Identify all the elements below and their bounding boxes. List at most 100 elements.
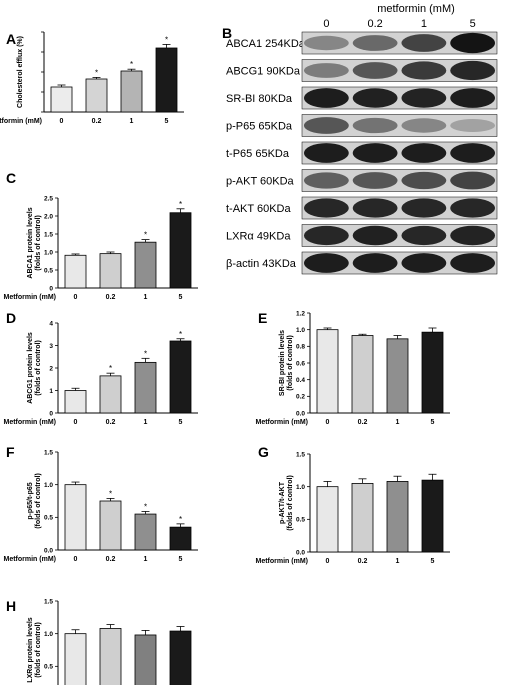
panel-letter: C	[6, 170, 16, 186]
blot-band	[303, 198, 349, 218]
y-tick-label: 4	[49, 320, 53, 327]
category-label: 0.2	[358, 419, 368, 426]
blot-band	[352, 88, 398, 108]
x-axis-label: Metformin (mM)	[256, 558, 309, 565]
lane-label: 1	[421, 18, 427, 30]
bar	[64, 390, 87, 414]
y-tick-label: 0.5	[44, 515, 53, 522]
y-tick-label: 0.5	[44, 664, 53, 671]
blot-band	[401, 143, 447, 163]
category-label: 5	[179, 419, 183, 426]
x-axis-label: Metformin (mM)	[4, 294, 57, 301]
y-axis-label-line: ABCA1 protein levels	[27, 207, 34, 278]
bar	[85, 78, 108, 113]
y-tick-label: 1.5	[296, 451, 305, 458]
y-tick-label: 0.5	[296, 517, 305, 524]
blot-band	[303, 88, 349, 108]
blot-row-label: t-P65 65KDa	[226, 148, 290, 160]
y-axis-label-line: (folds of control)	[35, 340, 42, 396]
category-label: 0	[74, 294, 78, 301]
y-tick-label: 1.5	[44, 231, 53, 238]
blot-strip	[301, 31, 498, 55]
blot-strip	[301, 196, 498, 220]
blot-band	[352, 117, 398, 134]
blot-band	[303, 253, 349, 273]
category-label: 1	[144, 556, 148, 563]
significance-star: *	[179, 330, 182, 339]
category-label: 5	[431, 419, 435, 426]
blot-band	[401, 171, 447, 190]
category-label: 0.2	[106, 294, 116, 301]
significance-star: *	[130, 60, 133, 69]
blot-band	[352, 225, 398, 246]
bar	[99, 500, 122, 551]
bar	[50, 86, 73, 113]
blot-strip	[301, 224, 498, 247]
y-tick-label: 0.2	[296, 394, 305, 401]
category-label: 1	[130, 118, 134, 125]
category-label: 1	[144, 294, 148, 301]
blot-row-label: LXRα 49KDa	[226, 231, 291, 243]
blot-band	[401, 88, 447, 108]
significance-star: *	[144, 502, 147, 511]
blot-band	[352, 143, 398, 163]
y-tick-label: 0.0	[44, 547, 53, 554]
bar	[169, 630, 192, 685]
blot-row-label: SR-BI 80KDa	[226, 93, 293, 105]
blot-band	[303, 35, 349, 51]
y-axis-label-line: Cholesterol efflux (%)	[17, 36, 24, 108]
blot-band	[401, 225, 447, 246]
panel-letter: B	[222, 25, 232, 41]
panel-letter: A	[6, 31, 16, 47]
blot-strip	[301, 251, 498, 275]
y-axis-label: LXRα protein levels(folds of control)	[27, 617, 42, 682]
category-label: 5	[431, 558, 435, 565]
significance-star: *	[144, 349, 147, 358]
blot-band	[401, 61, 447, 80]
blot-band	[352, 172, 398, 189]
blot-strip	[301, 141, 498, 165]
category-label: 0.2	[106, 556, 116, 563]
panel-letter: E	[258, 310, 267, 326]
bar	[421, 479, 444, 553]
y-axis-label-line: LXRα protein levels	[27, 617, 34, 682]
panel-d: D 0 1 2 3 4 ABCG1 protein levels(folds of cont…	[4, 310, 198, 426]
y-tick-label: 1.5	[44, 598, 53, 605]
category-label: 0	[60, 118, 64, 125]
blot-band	[450, 88, 496, 108]
bar	[64, 484, 87, 551]
y-tick-label: 0	[49, 285, 53, 292]
blot-row-label: β-actin 43KDa	[226, 258, 297, 270]
y-axis-label-line: p-AKT/t-AKT	[279, 481, 286, 524]
category-label: 5	[179, 556, 183, 563]
panel-letter: G	[258, 444, 269, 460]
blot-band	[450, 60, 496, 81]
y-axis-label: Cholesterol efflux (%)	[17, 36, 24, 108]
blot-band	[401, 118, 447, 133]
y-axis-label-line: p-p65/t-p65	[27, 482, 34, 519]
panel-letter: F	[6, 444, 15, 460]
y-axis-label-line: SR-BI protein levels	[279, 330, 286, 396]
bar	[351, 482, 374, 553]
blot-band	[303, 172, 349, 189]
category-label: 1	[396, 558, 400, 565]
bar	[64, 254, 87, 289]
bar	[99, 375, 122, 414]
y-tick-label: 0.6	[296, 360, 305, 367]
y-tick-label: 0.8	[296, 344, 305, 351]
x-axis-label: Metformin (mM)	[256, 419, 309, 426]
panel-g: G 0.0 0.5 1.0 1.5 p-AKT/t-AKT(folds of contro…	[256, 444, 450, 565]
y-tick-label: 1.0	[296, 484, 305, 491]
bar	[169, 526, 192, 551]
y-tick-label: 0	[49, 410, 53, 417]
y-tick-label: 1.0	[44, 631, 53, 638]
blot-band	[303, 225, 349, 246]
blot-row-label: p-P65 65KDa	[226, 121, 293, 133]
category-label: 0	[74, 556, 78, 563]
y-tick-label: 1.0	[44, 482, 53, 489]
blot-band	[450, 143, 496, 163]
y-tick-label: 1.0	[296, 327, 305, 334]
